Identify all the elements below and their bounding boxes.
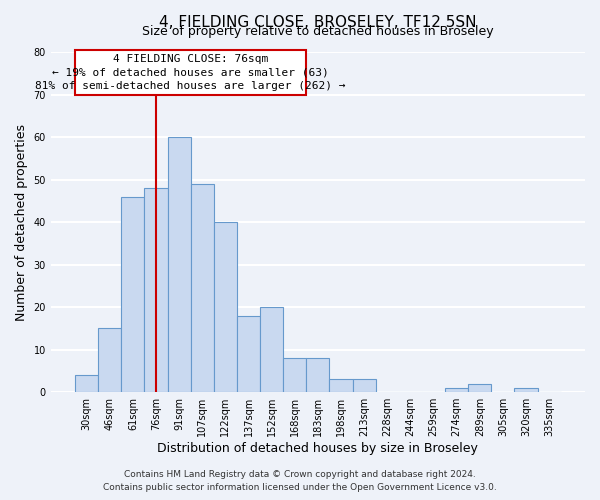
Title: 4, FIELDING CLOSE, BROSELEY, TF12 5SN: 4, FIELDING CLOSE, BROSELEY, TF12 5SN [159, 15, 476, 30]
Bar [307, 358, 329, 392]
Text: 81% of semi-detached houses are larger (262) →: 81% of semi-detached houses are larger (… [35, 82, 346, 92]
FancyBboxPatch shape [75, 50, 307, 94]
Bar [98, 328, 121, 392]
Bar [353, 380, 376, 392]
Y-axis label: Number of detached properties: Number of detached properties [15, 124, 28, 320]
Bar [468, 384, 491, 392]
Bar [145, 188, 167, 392]
X-axis label: Distribution of detached houses by size in Broseley: Distribution of detached houses by size … [157, 442, 478, 455]
Bar [237, 316, 260, 392]
Text: ← 19% of detached houses are smaller (63): ← 19% of detached houses are smaller (63… [52, 68, 329, 78]
Text: 4 FIELDING CLOSE: 76sqm: 4 FIELDING CLOSE: 76sqm [113, 54, 268, 64]
Bar [167, 137, 191, 392]
Bar [514, 388, 538, 392]
Bar [214, 222, 237, 392]
Bar [329, 380, 353, 392]
Bar [445, 388, 468, 392]
Text: Contains HM Land Registry data © Crown copyright and database right 2024.
Contai: Contains HM Land Registry data © Crown c… [103, 470, 497, 492]
Bar [121, 196, 145, 392]
Bar [191, 184, 214, 392]
Bar [75, 375, 98, 392]
Bar [283, 358, 307, 392]
Text: Size of property relative to detached houses in Broseley: Size of property relative to detached ho… [142, 26, 494, 38]
Bar [260, 307, 283, 392]
